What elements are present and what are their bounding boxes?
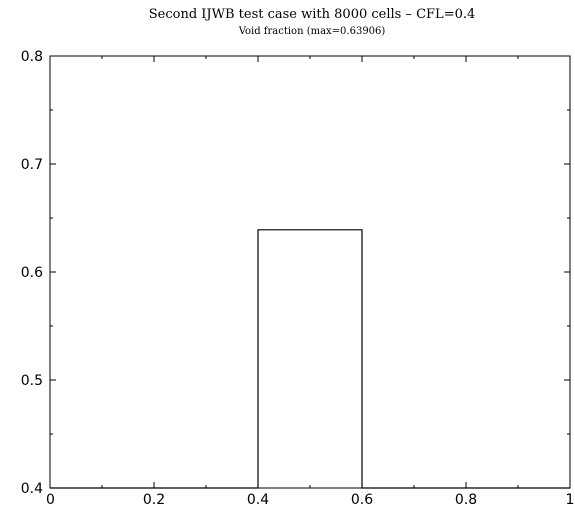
void-fraction-line [50,229,570,489]
x-tick-label: 0.8 [455,492,477,508]
y-tick-label: 0.4 [21,481,43,497]
x-tick-label: 1 [566,492,575,508]
y-tick-label: 0.6 [21,265,43,281]
chart-subtitle: Void fraction (max=0.63906) [238,26,386,37]
series-layer [50,229,570,489]
y-tick-label: 0.5 [21,373,43,389]
x-tick-label: 0 [46,492,55,508]
x-tick-label: 0.4 [247,492,269,508]
chart-title: Second IJWB test case with 8000 cells – … [149,7,476,22]
y-tick-label: 0.8 [21,49,43,65]
y-axis-ticks: 0.4 0.5 0.6 0.7 0.8 [21,49,570,497]
x-axis-ticks: 0 0.2 0.4 0.6 0.8 1 [46,56,574,508]
plot-frame [49,55,571,489]
y-tick-label: 0.7 [21,157,43,173]
x-tick-label: 0.6 [351,492,373,508]
x-tick-label: 0.2 [143,492,165,508]
